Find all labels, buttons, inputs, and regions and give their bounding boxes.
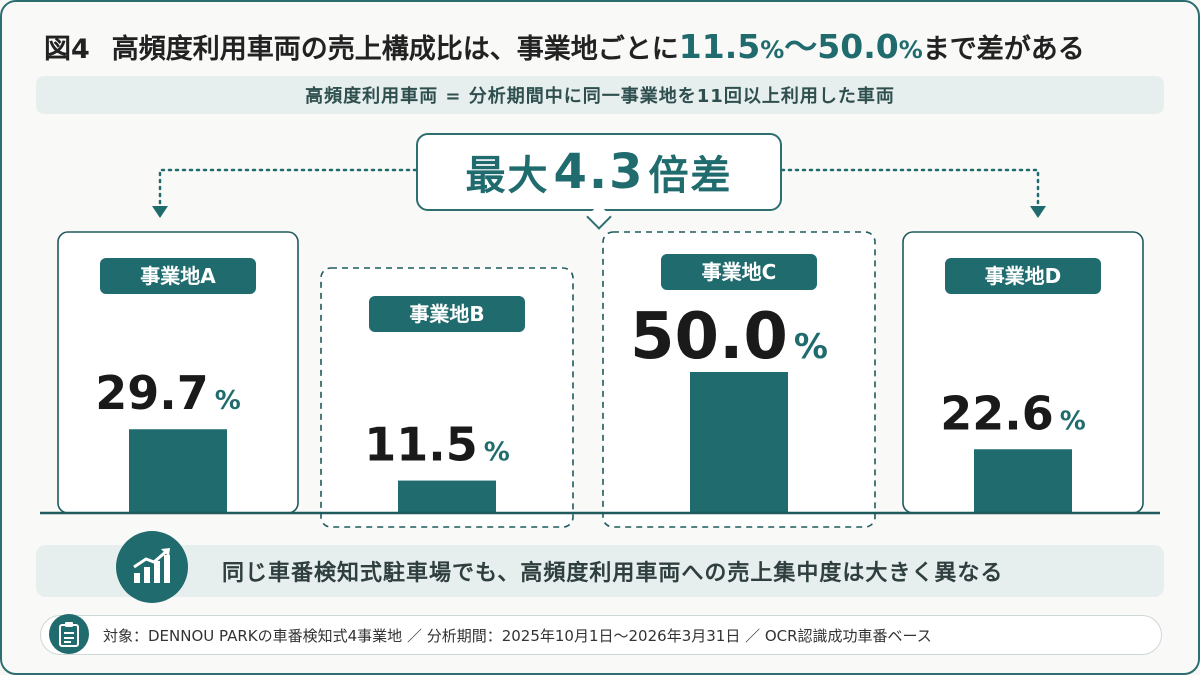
summary-banner: 同じ車番検知式駐車場でも、高頻度利用車両への売上集中度は大きく異なる [36, 531, 1164, 603]
bar-value-label: 11.5% [364, 418, 510, 472]
title-text: 高頻度利用車両の売上構成比は、事業地ごとに [111, 34, 679, 65]
category-card: 事業地A 29.7% [57, 231, 299, 514]
category-label: 事業地D [985, 264, 1062, 288]
category-card: 事業地B 11.5% [320, 267, 574, 528]
connector-right-arrow [1030, 206, 1046, 218]
definition-text: 高頻度利用車両 = 分析期間中に同一事業地を11回以上利用した車両 [305, 86, 895, 107]
title-min-value: 11.5 [678, 27, 761, 66]
title-suffix: まで差がある [922, 34, 1085, 65]
category-label-bg [369, 296, 525, 332]
title-max-unit: % [898, 36, 923, 64]
category-label: 事業地C [702, 260, 777, 284]
category-label-bg [945, 258, 1101, 294]
bar [129, 429, 227, 513]
category-label-bg [100, 258, 256, 294]
category-cards: 事業地A 29.7 % 事業地B 11.5 % 事業地C 50.0 % 事業地D 22.6% [57, 231, 1144, 528]
bar [974, 449, 1072, 513]
category-label: 事業地B [409, 302, 484, 326]
callout-suffix: 倍差 [648, 153, 733, 199]
trending-up-chart-icon [116, 531, 188, 603]
category-label-bg [661, 254, 817, 290]
summary-text: 同じ車番検知式駐車場でも、高頻度利用車両への売上集中度は大きく異なる [222, 561, 1004, 586]
category-label: 事業地A [140, 264, 216, 288]
category-card: 事業地D 22.6% [902, 231, 1144, 514]
title-range-sep: 〜 [784, 27, 818, 66]
callout-connectors [152, 168, 1046, 218]
category-card-border [320, 267, 574, 528]
source-note: 対象：DENNOU PARKの車番検知式4事業地 ／ 分析期間：2025年10月… [40, 614, 1162, 655]
bar-value-label: 22.6% [940, 386, 1086, 440]
title-min-unit: % [760, 36, 785, 64]
category-card: 事業地C 50.0% [602, 231, 876, 528]
connector-left-arrow [152, 206, 168, 218]
bar-value-label: 29.7% [95, 366, 241, 420]
bar-value-label: 50.0% [630, 300, 828, 374]
bar [690, 372, 788, 513]
figure-number: 図4 [44, 34, 90, 65]
callout-prefix: 最大 [465, 153, 550, 199]
max-ratio-callout: 最大 4.3 倍差 [416, 133, 782, 211]
definition-banner: 高頻度利用車両 = 分析期間中に同一事業地を11回以上利用した車両 [36, 76, 1164, 114]
callout-value: 4.3 [553, 144, 645, 200]
source-text: 対象：DENNOU PARKの車番検知式4事業地 ／ 分析期間：2025年10月… [103, 626, 932, 645]
page-title: 図4 高頻度利用車両の売上構成比は、事業地ごとに 11.5 % 〜 50.0 %… [44, 20, 1085, 66]
connector-right [780, 168, 1040, 210]
bar [398, 480, 496, 513]
clipboard-icon [49, 614, 89, 654]
title-max-value: 50.0 [817, 27, 899, 66]
connector-left [158, 168, 418, 210]
